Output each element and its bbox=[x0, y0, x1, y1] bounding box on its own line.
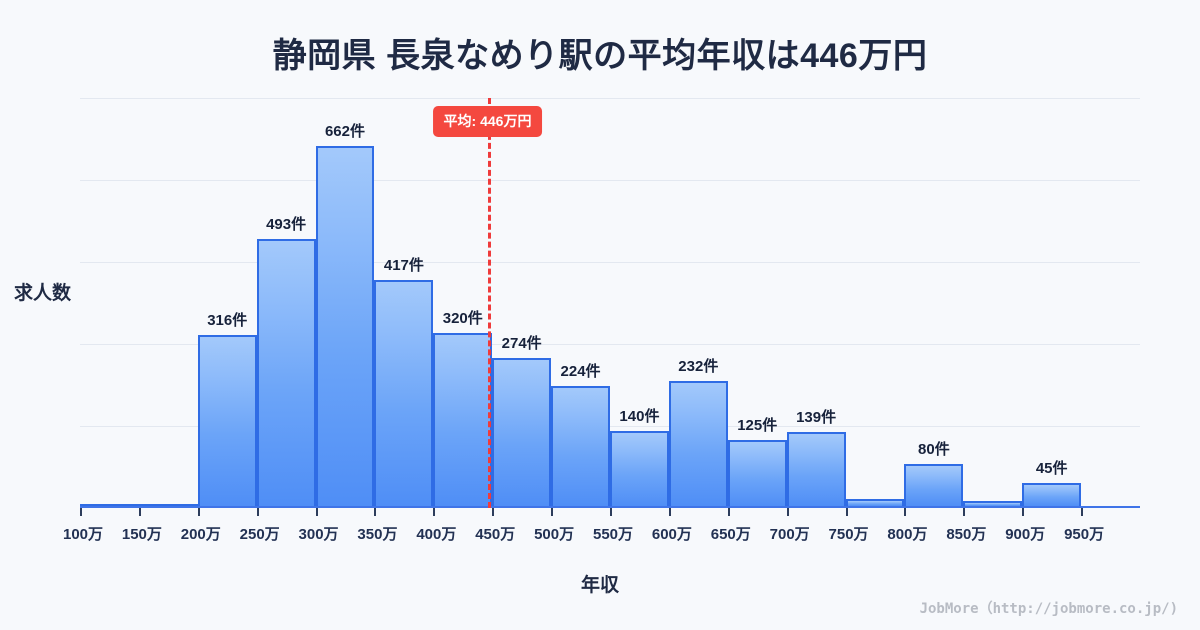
bar-value-label: 224件 bbox=[560, 362, 601, 380]
x-axis-tick-label: 350万 bbox=[357, 526, 398, 543]
bar-group: 224件 500万 bbox=[534, 98, 610, 543]
average-badge: 平均: 446万円 bbox=[432, 106, 543, 137]
bar-group: 125件 650万 bbox=[711, 98, 787, 543]
x-axis-tick-label: 200万 bbox=[180, 526, 221, 543]
bar[interactable] bbox=[256, 238, 316, 508]
x-axis-tick bbox=[138, 507, 141, 516]
bar-group: 850万 bbox=[946, 98, 1023, 543]
x-axis-tick bbox=[727, 507, 730, 516]
x-axis-tick bbox=[904, 507, 907, 516]
x-axis-tick bbox=[963, 507, 966, 516]
bar-value-label: 417件 bbox=[383, 257, 424, 275]
bar[interactable] bbox=[551, 385, 610, 508]
x-axis-tick bbox=[610, 507, 612, 516]
bar[interactable] bbox=[492, 358, 552, 508]
x-axis-tick-label: 800万 bbox=[887, 526, 928, 543]
x-axis-tick-label: 600万 bbox=[651, 526, 692, 543]
bar-group: 139件 700万 bbox=[770, 98, 846, 543]
x-axis-tick bbox=[668, 507, 671, 516]
bar-value-label: 232件 bbox=[678, 358, 719, 376]
bar[interactable] bbox=[433, 333, 493, 508]
x-axis-tick-label: 950万 bbox=[1064, 526, 1105, 543]
x-axis-tick-label: 250万 bbox=[239, 526, 280, 543]
gridline bbox=[80, 98, 1140, 99]
x-axis-tick bbox=[433, 507, 436, 516]
bar-value-label: 140件 bbox=[619, 408, 660, 426]
average-line bbox=[487, 98, 491, 508]
bar-value-label: 125件 bbox=[737, 416, 778, 434]
x-axis-tick-label: 550万 bbox=[592, 526, 634, 543]
gridline bbox=[80, 262, 1140, 263]
footer-credit: JobMore（http://jobmore.co.jp/) bbox=[919, 601, 1178, 617]
bar-group: 316件 200万 bbox=[181, 98, 257, 543]
x-axis-tick-label: 150万 bbox=[121, 526, 162, 543]
x-axis-tick bbox=[845, 507, 848, 516]
bar[interactable] bbox=[315, 146, 375, 508]
bar-group: 140件 550万 bbox=[593, 98, 669, 543]
x-axis-tick bbox=[197, 507, 200, 516]
bar-value-label: 320件 bbox=[442, 310, 483, 328]
x-axis-title: 年収 bbox=[580, 575, 619, 596]
bar[interactable] bbox=[374, 280, 434, 508]
x-axis-tick-label: 300万 bbox=[298, 526, 339, 543]
x-axis-tick-label: 500万 bbox=[534, 526, 575, 543]
bar-value-label: 662件 bbox=[324, 123, 365, 141]
bar[interactable] bbox=[668, 381, 728, 508]
gridline bbox=[80, 180, 1140, 181]
gridline bbox=[80, 344, 1140, 345]
x-axis-tick bbox=[551, 507, 554, 516]
bar-group: 232件 600万 bbox=[652, 98, 728, 543]
bar-group: 662件 300万 bbox=[299, 98, 375, 543]
bars-layer: 100万 150万 316件 200万 493件 250万 662件 300万 417件 350万… bbox=[63, 98, 1140, 543]
x-axis-tick bbox=[315, 507, 318, 516]
x-axis-baseline bbox=[80, 506, 1140, 508]
y-axis-title: 求人数 bbox=[14, 283, 72, 304]
bar-value-label: 80件 bbox=[918, 441, 950, 459]
bar-group: 45件 900万 bbox=[1005, 98, 1082, 543]
x-axis-tick bbox=[1022, 507, 1025, 516]
bar-group: 80件 800万 bbox=[887, 98, 964, 543]
x-axis-tick-label: 850万 bbox=[946, 526, 987, 543]
bar[interactable] bbox=[904, 464, 964, 508]
bar-group: 750万 bbox=[829, 98, 905, 543]
x-axis-tick bbox=[1081, 507, 1084, 516]
bar[interactable] bbox=[1022, 483, 1082, 508]
x-axis-tick-label: 100万 bbox=[62, 526, 104, 543]
bar-value-label: 274件 bbox=[501, 335, 542, 353]
bar-value-label: 45件 bbox=[1035, 460, 1068, 478]
x-axis-tick bbox=[374, 507, 377, 516]
x-axis-tick-label: 900万 bbox=[1005, 526, 1046, 543]
gridline bbox=[80, 426, 1140, 427]
x-axis-tick bbox=[256, 507, 259, 516]
bar-group: 417件 350万 bbox=[357, 98, 434, 543]
x-axis-tick bbox=[80, 507, 82, 516]
bar-group: 950万 bbox=[1064, 98, 1140, 543]
bar-value-label: 139件 bbox=[796, 409, 837, 427]
bar-value-label: 493件 bbox=[266, 215, 307, 233]
bar-group: 150万 bbox=[122, 98, 198, 543]
page-title: 静岡県 長泉なめり駅の平均年収は446万円 bbox=[272, 37, 928, 75]
x-axis-tick bbox=[786, 507, 789, 516]
bar[interactable] bbox=[197, 335, 257, 508]
bar[interactable] bbox=[610, 431, 669, 508]
x-axis-tick-label: 650万 bbox=[710, 526, 751, 543]
bar[interactable] bbox=[786, 432, 846, 508]
plot-area: 100万 150万 316件 200万 493件 250万 662件 300万 417件 350万… bbox=[63, 98, 1140, 543]
x-axis-tick bbox=[492, 507, 495, 516]
bar-group: 320件 400万 bbox=[416, 98, 493, 543]
x-axis-tick-label: 450万 bbox=[475, 526, 516, 543]
bar[interactable] bbox=[727, 439, 787, 508]
bar-value-label: 316件 bbox=[207, 312, 248, 330]
bar-group: 274件 450万 bbox=[475, 98, 552, 543]
bar-group: 100万 bbox=[63, 98, 139, 543]
x-axis-tick-label: 700万 bbox=[769, 526, 810, 543]
x-axis-tick-label: 400万 bbox=[416, 526, 457, 543]
bar-group: 493件 250万 bbox=[240, 98, 316, 543]
x-axis-tick-label: 750万 bbox=[828, 526, 869, 543]
